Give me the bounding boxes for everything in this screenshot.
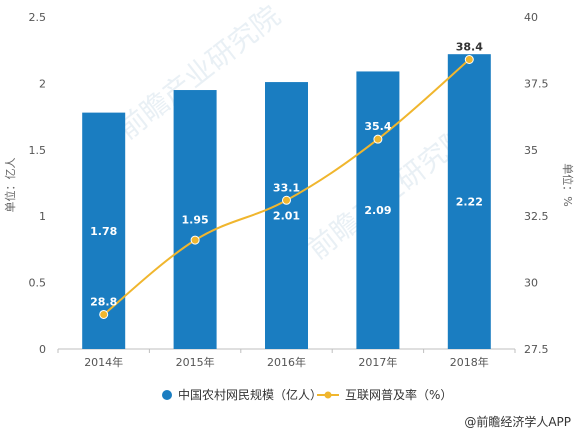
y-tick-label: 2.5 [29, 11, 47, 24]
line-value-label: 35.4 [364, 120, 391, 133]
y-tick-label: 0.5 [29, 277, 47, 290]
y2-axis-title: 单位：% [561, 163, 575, 206]
bar [82, 112, 126, 349]
x-tick-label: 2016年 [267, 355, 306, 369]
x-tick-label: 2018年 [450, 355, 489, 369]
credit: @前瞻经济学人APP [464, 414, 571, 429]
y2-tick-label: 35 [524, 144, 538, 157]
line-point [282, 195, 291, 205]
line-series [99, 54, 474, 319]
y-axis-title: 单位：亿人 [3, 158, 17, 213]
credit-text: @前瞻经济学人APP [464, 414, 571, 429]
y-tick-label: 1 [39, 210, 46, 223]
bar-value-label: 1.78 [90, 225, 117, 238]
y2-tick-label: 32.5 [524, 210, 549, 223]
legend-bar-marker [162, 390, 172, 400]
bar-series [82, 54, 491, 350]
x-tick-label: 2014年 [84, 355, 123, 369]
y2-tick-label: 40 [524, 11, 538, 24]
y2-tick-label: 30 [524, 277, 538, 290]
x-tick-label: 2015年 [176, 355, 215, 369]
y-tick-label: 0 [39, 343, 46, 356]
y-tick-label: 1.5 [29, 144, 47, 157]
data-labels: 1.78 1.95 2.01 2.09 2.22 28.8 33.1 35.4 38.4 [90, 40, 483, 308]
legend-line-label: 互联网普及率（%） [345, 387, 452, 402]
line-value-label: 38.4 [456, 40, 483, 53]
legend: 中国农村网民规模（亿人） 互联网普及率（%） [162, 387, 452, 402]
line-value-label: 28.8 [90, 295, 117, 308]
legend-line-dot [324, 391, 332, 399]
bar-value-label: 2.09 [364, 204, 391, 217]
bar [356, 71, 400, 349]
line-point [464, 54, 474, 64]
y2-tick-label: 37.5 [524, 77, 549, 90]
y2-tick-label: 27.5 [524, 343, 549, 356]
bar [447, 54, 491, 350]
legend-bar-label: 中国农村网民规模（亿人） [178, 387, 322, 402]
bar-value-label: 1.95 [182, 214, 209, 227]
line-point [373, 134, 383, 144]
line-value-label: 33.1 [273, 181, 300, 194]
bar-value-label: 2.01 [273, 210, 300, 223]
line-point [99, 309, 109, 319]
y-tick-label: 2 [39, 77, 46, 90]
bar-value-label: 2.22 [456, 196, 483, 209]
line-point [190, 235, 200, 245]
x-tick-label: 2017年 [358, 355, 397, 369]
bar [265, 82, 308, 350]
axes: 0 0.5 1 1.5 2 2.5 27.5 30 32.5 35 37.5 40 2014年 2015年… [29, 11, 549, 369]
bar [173, 90, 217, 349]
